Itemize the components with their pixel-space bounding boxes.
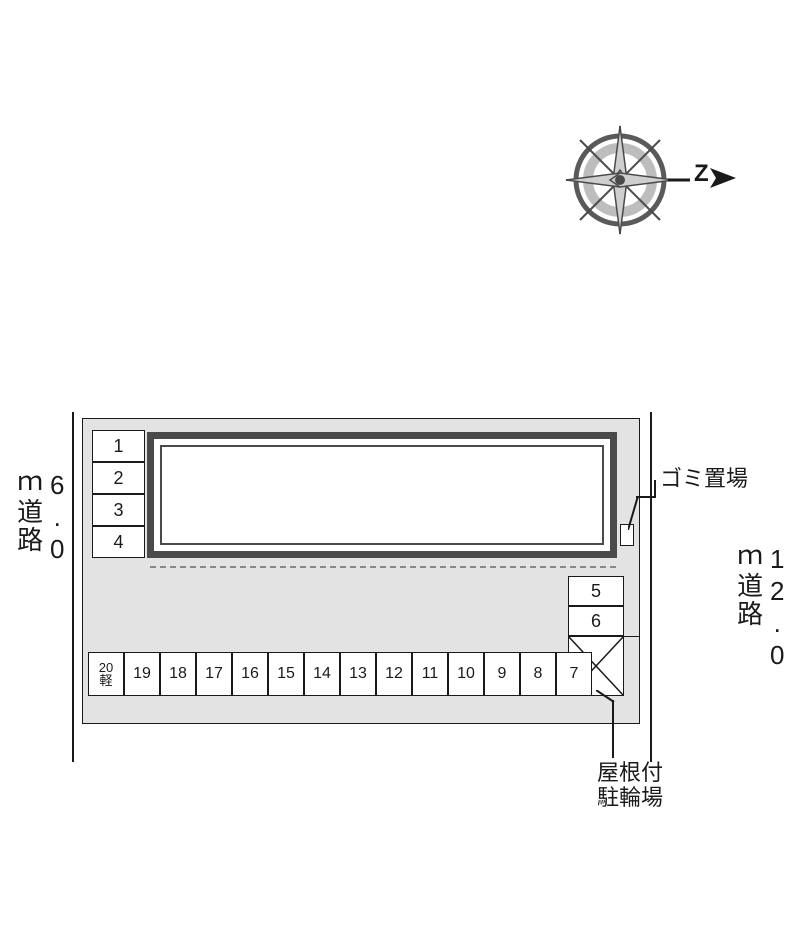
parking-space-17: 17 bbox=[196, 652, 232, 696]
right-road-unit: ｍ bbox=[734, 544, 764, 572]
compass-arrow-icon bbox=[710, 168, 736, 188]
left-road-line bbox=[72, 412, 74, 762]
site-plan-canvas: Z 6.0 ｍ道路 12.0 ｍ道路 ゴミ置場 bbox=[0, 0, 800, 942]
left-road-label: 6.0 ｍ道路 bbox=[14, 470, 71, 566]
right-road-width: 12.0 bbox=[762, 544, 792, 672]
trash-callout-diag bbox=[628, 496, 640, 530]
parking-space-19: 19 bbox=[124, 652, 160, 696]
parking-space-10: 10 bbox=[448, 652, 484, 696]
parking-space-18: 18 bbox=[160, 652, 196, 696]
bicycle-label-line1: 屋根付 bbox=[597, 760, 663, 785]
parking-space-7: 7 bbox=[556, 652, 592, 696]
compass-direction-label: Z bbox=[694, 160, 709, 188]
parking-space-2: 2 bbox=[92, 462, 145, 494]
building bbox=[147, 432, 617, 558]
parking-space-13: 13 bbox=[340, 652, 376, 696]
right-road-line bbox=[650, 412, 652, 762]
left-road-unit: ｍ bbox=[14, 470, 44, 498]
bicycle-parking-label: 屋根付 駐輪場 bbox=[560, 760, 700, 811]
lot-bottom-notch bbox=[624, 636, 640, 724]
bicycle-callout-diag bbox=[596, 690, 616, 704]
parking-space-3: 3 bbox=[92, 494, 145, 526]
trash-callout-vline bbox=[654, 480, 656, 498]
parking-space-1: 1 bbox=[92, 430, 145, 462]
building-overhang-line bbox=[150, 566, 616, 568]
compass-rose bbox=[560, 120, 700, 240]
left-road-width: 6.0 bbox=[42, 470, 72, 566]
parking-space-5: 5 bbox=[568, 576, 624, 606]
building-inner-frame bbox=[160, 445, 604, 545]
trash-area-label: ゴミ置場 bbox=[660, 466, 748, 491]
parking-space-4: 4 bbox=[92, 526, 145, 558]
parking-space-20: 20軽 bbox=[88, 652, 124, 696]
parking-space-6: 6 bbox=[568, 606, 624, 636]
parking-space-12: 12 bbox=[376, 652, 412, 696]
parking-space-8: 8 bbox=[520, 652, 556, 696]
parking-space-15: 15 bbox=[268, 652, 304, 696]
right-road-label: 12.0 ｍ道路 bbox=[734, 544, 791, 672]
bicycle-callout-vline bbox=[612, 700, 614, 758]
parking-space-9: 9 bbox=[484, 652, 520, 696]
parking-space-11: 11 bbox=[412, 652, 448, 696]
parking-kei-label: 軽 bbox=[99, 674, 112, 687]
parking-space-16: 16 bbox=[232, 652, 268, 696]
right-road-word: 道路 bbox=[734, 572, 764, 628]
parking-space-14: 14 bbox=[304, 652, 340, 696]
bicycle-label-line2: 駐輪場 bbox=[597, 785, 663, 810]
left-road-word: 道路 bbox=[14, 498, 44, 554]
